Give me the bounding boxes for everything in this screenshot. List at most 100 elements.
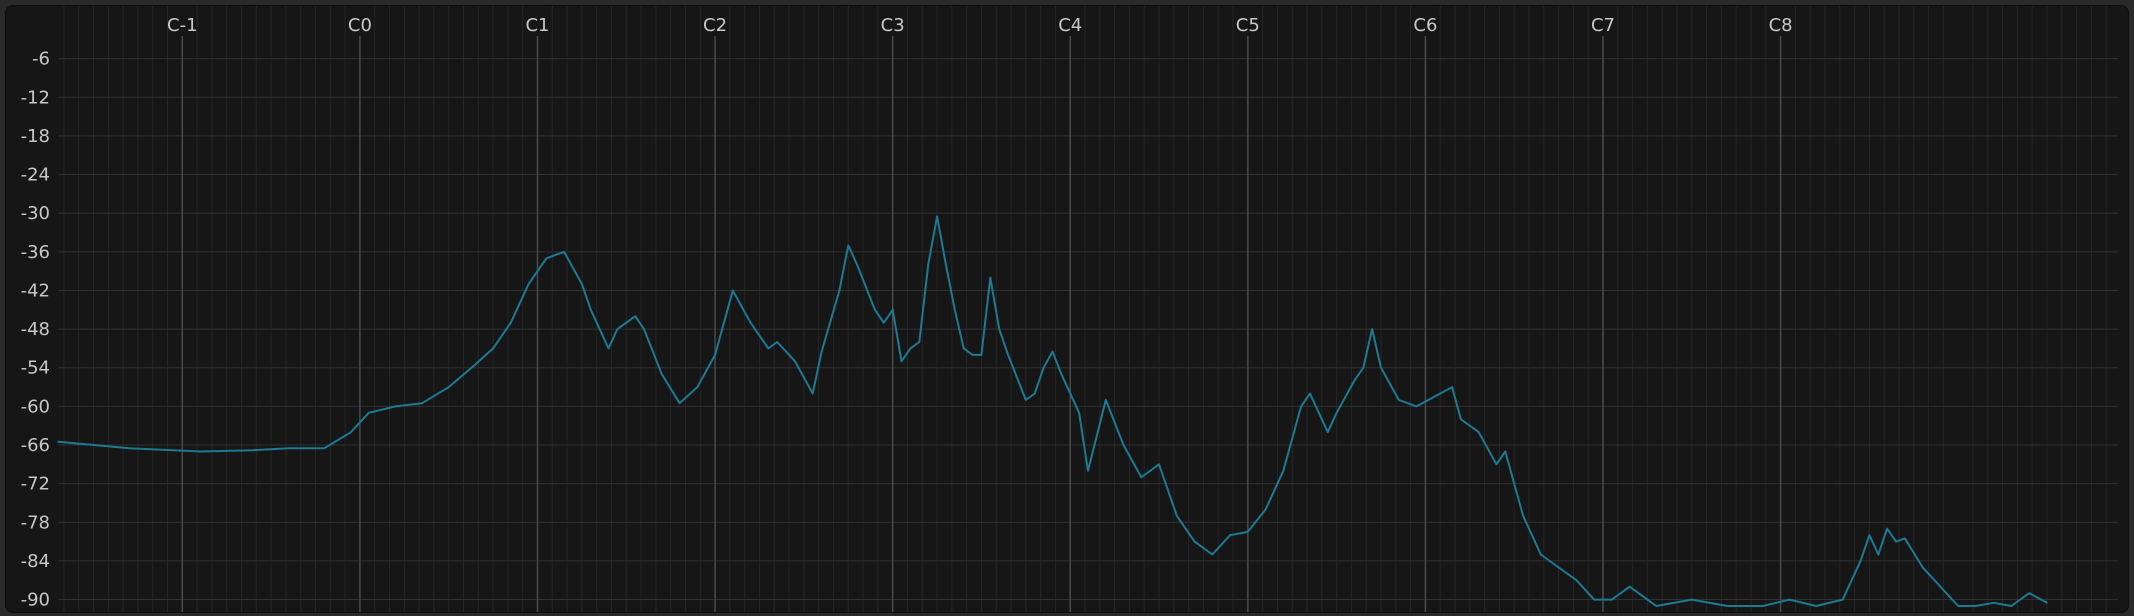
- spectrum-point: [767, 347, 770, 350]
- spectrum-point: [696, 386, 699, 388]
- spectrum-point: [989, 276, 992, 279]
- spectrum-point: [1335, 412, 1338, 414]
- octave-label: C4: [1058, 15, 1082, 36]
- spectrum-point: [563, 251, 565, 253]
- spectrum-point: [607, 347, 610, 350]
- spectrum-point: [749, 321, 752, 324]
- spectrum-point: [581, 283, 583, 285]
- spectrum-point: [1504, 450, 1507, 453]
- spectrum-line: [57, 215, 2048, 607]
- y-tick-label: -60: [21, 396, 50, 417]
- spectrum-point: [492, 347, 494, 350]
- spectrum-point: [1140, 476, 1143, 479]
- spectrum-point: [1300, 405, 1302, 408]
- spectrum-point: [1451, 386, 1453, 388]
- y-tick-label: -18: [21, 126, 50, 147]
- spectrum-point: [882, 321, 885, 324]
- spectrum-chart: -6 -12 -18 -24 -30 -36 -42 -48 -54 -60 -66 -72 -78 -8…: [21, 6, 2118, 612]
- spectrum-point: [1868, 534, 1871, 536]
- spectrum-point: [998, 328, 1001, 330]
- spectrum-point: [954, 308, 956, 311]
- spectrum-point: [732, 289, 734, 292]
- spectrum-point: [1815, 605, 1817, 607]
- spectrum-point: [1397, 399, 1400, 401]
- spectrum-point: [421, 402, 423, 404]
- octave-label: C8: [1769, 15, 1793, 36]
- spectrum-point: [900, 360, 903, 363]
- octave-label: C0: [348, 15, 372, 36]
- y-tick-label: -30: [21, 203, 50, 224]
- spectrum-point: [1495, 463, 1498, 466]
- spectrum-point: [1060, 373, 1063, 375]
- spectrum-point: [918, 341, 921, 343]
- spectrum-point: [1575, 579, 1578, 582]
- spectrum-point: [1975, 605, 1977, 607]
- y-tick-label: -84: [21, 551, 50, 572]
- y-tick-label: -54: [21, 358, 50, 379]
- spectrum-point: [1992, 601, 1995, 604]
- spectrum-point: [1957, 605, 1959, 607]
- spectrum-point: [367, 412, 370, 414]
- spectrum-point: [1362, 366, 1365, 369]
- spectrum-point: [1726, 605, 1729, 607]
- spectrum-point: [1175, 515, 1178, 517]
- spectrum-point: [1904, 537, 1906, 540]
- spectrum-point: [971, 354, 974, 356]
- spectrum-point: [1895, 540, 1897, 543]
- spectrum-point: [945, 263, 947, 266]
- spectrum-point: [838, 289, 841, 292]
- spectrum-point: [1477, 431, 1480, 433]
- spectrum-point: [1655, 605, 1658, 607]
- octave-label: C6: [1413, 15, 1437, 36]
- spectrum-point: [1211, 553, 1214, 556]
- spectrum-point: [616, 328, 619, 330]
- spectrum-point: [634, 315, 636, 318]
- spectrum-point: [856, 263, 858, 266]
- spectrum-point: [527, 283, 530, 285]
- spectrum-point: [1078, 412, 1080, 414]
- spectrum-analyzer-panel: -6 -12 -18 -24 -30 -36 -42 -48 -54 -60 -66 -72 -78 -8…: [5, 5, 2129, 613]
- spectrum-point: [1326, 431, 1329, 433]
- spectrum-point: [1042, 366, 1045, 369]
- spectrum-point: [1051, 350, 1054, 353]
- spectrum-point: [350, 431, 352, 433]
- spectrum-point: [447, 386, 450, 388]
- spectrum-point: [927, 263, 929, 266]
- spectrum-point: [891, 308, 894, 311]
- spectrum-point: [1921, 566, 1924, 569]
- spectrum-point: [474, 363, 477, 366]
- spectrum-point: [589, 308, 592, 311]
- spectrum-point: [776, 341, 779, 343]
- spectrum-point: [1282, 469, 1285, 472]
- spectrum-point: [1007, 354, 1009, 356]
- spectrum-point: [323, 447, 326, 450]
- y-tick-label: -6: [32, 49, 50, 70]
- spectrum-point: [1939, 585, 1942, 588]
- spectrum-point: [2010, 605, 2013, 607]
- spectrum-point: [1690, 598, 1693, 601]
- spectrum-point: [678, 402, 681, 404]
- spectrum-point: [199, 450, 201, 453]
- spectrum-point: [811, 392, 814, 395]
- y-tick-label: -72: [21, 474, 50, 495]
- y-tick-label: -78: [21, 512, 50, 533]
- spectrum-point: [936, 215, 938, 218]
- spectrum-point: [1353, 379, 1356, 382]
- spectrum-point: [1415, 405, 1418, 408]
- y-tick-label: -42: [21, 280, 50, 301]
- spectrum-point: [1033, 392, 1036, 395]
- y-tick-label: -48: [21, 319, 50, 340]
- octave-label: C7: [1591, 15, 1615, 36]
- y-tick-label: -36: [21, 242, 50, 263]
- y-tick-label: -24: [21, 165, 50, 186]
- octave-label: C2: [703, 15, 727, 36]
- spectrum-point: [1788, 598, 1791, 601]
- y-tick-label: -66: [21, 435, 50, 456]
- spectrum-point: [1433, 395, 1436, 398]
- spectrum-point: [1380, 366, 1382, 369]
- spectrum-point: [1611, 598, 1613, 601]
- spectrum-point: [2046, 601, 2048, 604]
- spectrum-point: [128, 447, 130, 450]
- spectrum-point: [1522, 515, 1524, 517]
- spectrum-point: [1025, 399, 1027, 401]
